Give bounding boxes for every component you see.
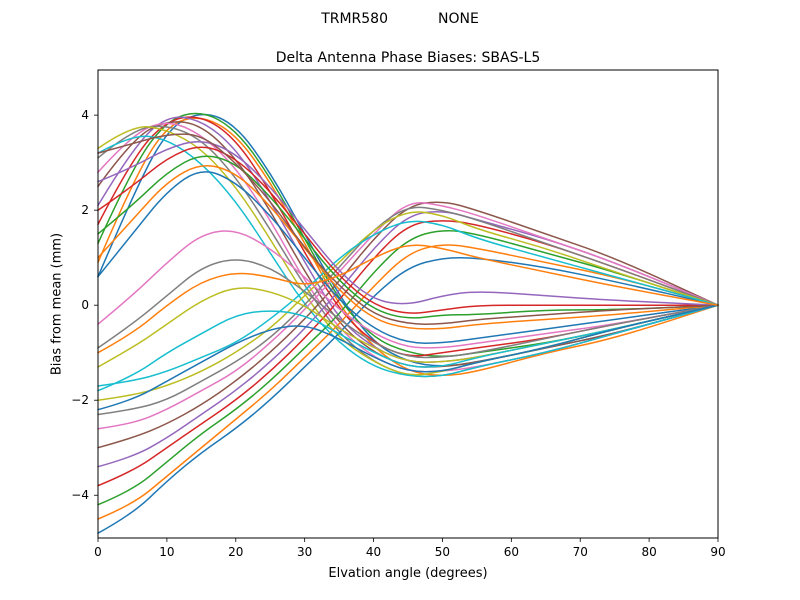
figure-suptitle: TRMR580 NONE [0, 10, 800, 28]
series-line [97, 135, 719, 378]
y-axis-label: Bias from mean (mm) [49, 232, 65, 376]
series-line [97, 140, 719, 306]
axes-spines [97, 69, 719, 539]
suptitle-receiver: TRMR580 [321, 11, 388, 27]
x-axis-label: Elvation angle (degrees) [328, 566, 488, 581]
series-line [97, 256, 719, 534]
y-tick-label: 4 [81, 108, 89, 122]
x-tick-label: 10 [159, 545, 174, 559]
x-tick-label: 0 [94, 545, 102, 559]
series-line [97, 206, 719, 416]
series-line [97, 116, 719, 357]
x-tick-label: 50 [435, 545, 450, 559]
series-line [97, 201, 719, 430]
series-line [97, 304, 719, 392]
y-tick-label: −2 [71, 393, 89, 407]
x-tick-label: 40 [366, 545, 381, 559]
series-line [97, 220, 719, 387]
x-tick-label: 20 [228, 545, 243, 559]
series-line [97, 211, 719, 401]
series-line [97, 116, 719, 363]
series-line [97, 304, 719, 411]
series-line [97, 133, 719, 325]
series-line [97, 112, 719, 358]
x-tick-label: 90 [710, 545, 725, 559]
series-line [97, 146, 719, 314]
axis-ticks: 0 10 20 30 40 50 60 70 80 90 −4 −2 0 2 4 [71, 108, 725, 559]
y-tick-label: 2 [81, 203, 89, 217]
series-lines [97, 112, 719, 534]
series-line [97, 117, 719, 377]
series-line [97, 220, 719, 487]
series-line [97, 230, 719, 349]
suptitle-antenna: NONE [438, 11, 479, 27]
x-tick-label: 30 [297, 545, 312, 559]
series-line [97, 171, 719, 344]
series-line [97, 244, 719, 354]
series-line [97, 244, 719, 520]
chart-title: Delta Antenna Phase Biases: SBAS-L5 [275, 50, 541, 66]
x-tick-label: 70 [573, 545, 588, 559]
y-tick-label: −4 [71, 488, 89, 502]
series-line [97, 201, 719, 449]
x-tick-label: 80 [641, 545, 656, 559]
series-line [97, 155, 719, 319]
y-tick-label: 0 [81, 298, 89, 312]
series-line [97, 165, 719, 330]
series-line [97, 230, 719, 506]
x-tick-label: 60 [504, 545, 519, 559]
series-line [97, 126, 719, 376]
series-line [97, 259, 719, 359]
series-line [97, 211, 719, 468]
